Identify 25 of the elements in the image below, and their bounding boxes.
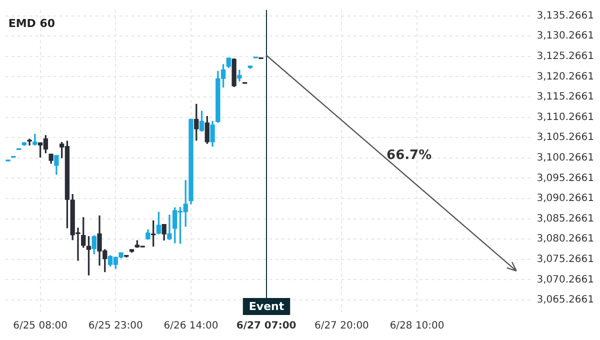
x-tick-label: 6/28 10:00	[390, 320, 444, 332]
text: EMD 60	[8, 16, 56, 30]
y-tick-label: 3,125.2661	[536, 51, 594, 62]
x-tick-label: 6/26 14:00	[164, 320, 218, 332]
annotation: 66.7%	[386, 148, 432, 163]
y-tick-label: 3,080.2661	[536, 234, 594, 245]
y-tick-label: 3,100.2661	[536, 152, 594, 164]
y-tick-label: 3,070.2661	[536, 274, 594, 286]
ref-line-label: Event	[248, 300, 284, 313]
y-tick-label: 3,110.2661	[536, 112, 594, 123]
y-tick-label: 3,130.2661	[536, 30, 594, 42]
x-tick-label: 6/25 08:00	[13, 320, 68, 332]
y-tick-label: 3,065.2661	[536, 294, 594, 306]
y-tick-label: 3,120.2661	[536, 71, 594, 82]
y-tick-label: 3,085.2661	[536, 213, 594, 224]
candlestick	[167, 214, 172, 240]
y-tick-label: 3,105.2661	[536, 132, 594, 144]
y-tick-label: 3,135.2661	[536, 10, 594, 22]
y-tick-label: 3,075.2661	[536, 254, 594, 265]
x-tick-label: 6/25 23:00	[88, 320, 143, 332]
y-tick-label: 3,095.2661	[536, 172, 594, 184]
x-tick-label: 6/27 07:00	[236, 320, 296, 332]
y-tick-label: 3,090.2661	[536, 193, 594, 204]
x-tick-label: 6/27 20:00	[314, 320, 369, 332]
y-tick-label: 3,115.2661	[536, 92, 594, 103]
